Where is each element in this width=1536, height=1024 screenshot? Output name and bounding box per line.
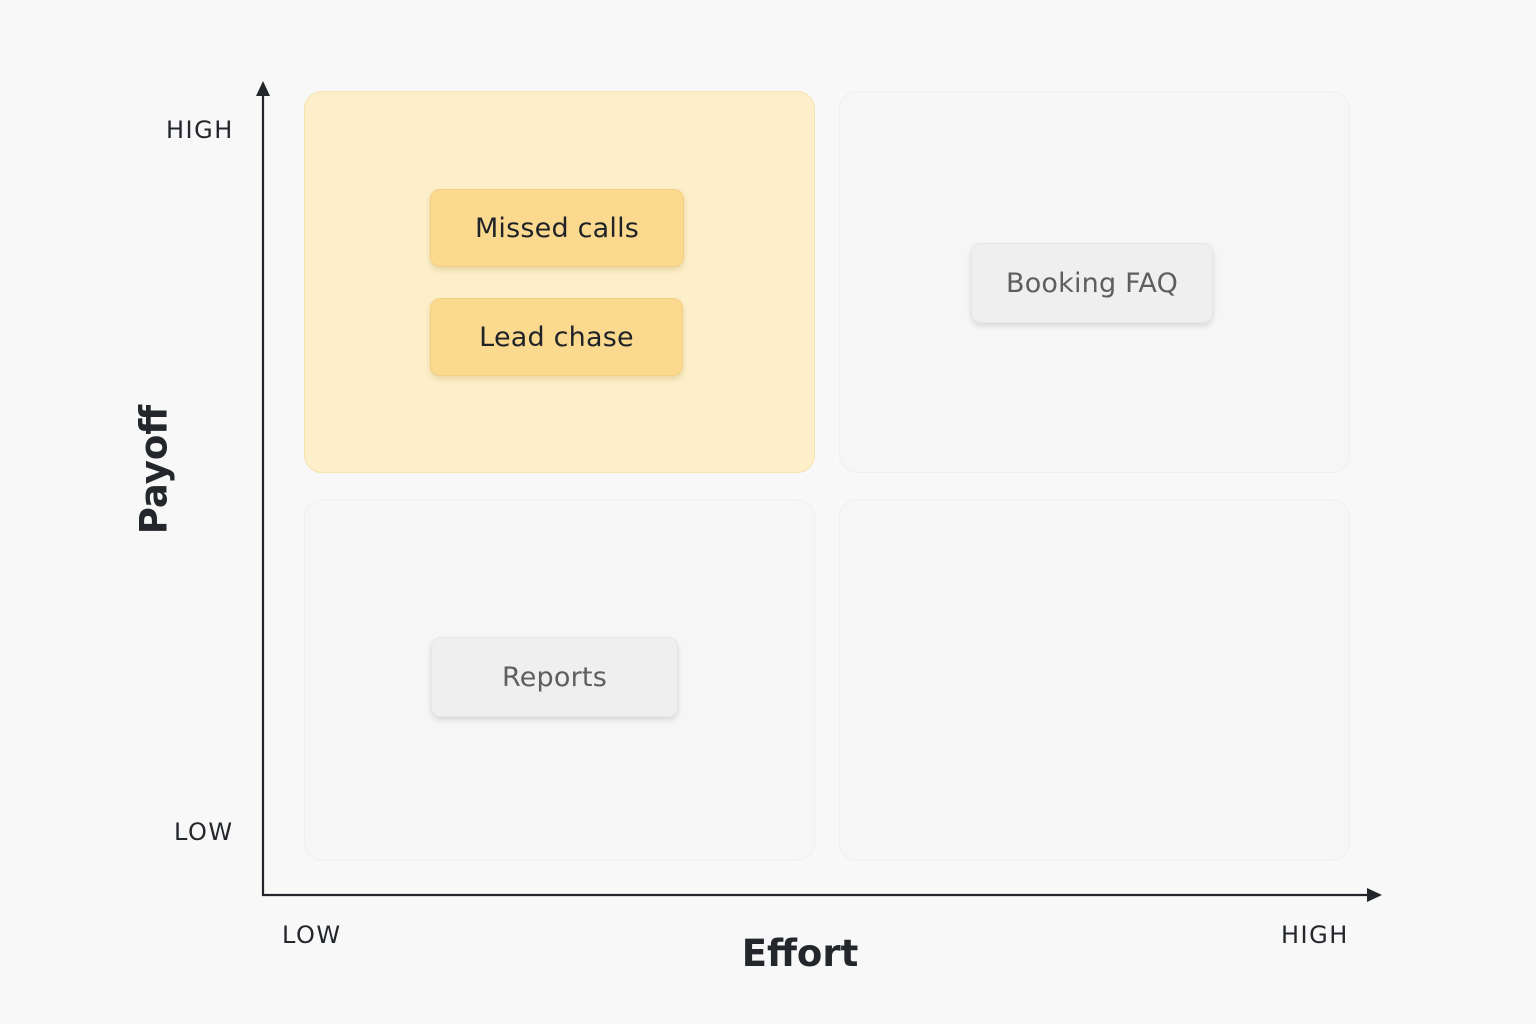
item-card-reports[interactable]: Reports	[431, 637, 678, 717]
quadrant-low-effort-high-payoff	[304, 91, 815, 473]
y-axis-low-label: LOW	[174, 818, 234, 846]
item-card-missed-calls[interactable]: Missed calls	[430, 189, 684, 267]
item-card-booking-faq[interactable]: Booking FAQ	[971, 243, 1213, 323]
x-axis-high-label: HIGH	[1281, 921, 1349, 949]
item-card-lead-chase[interactable]: Lead chase	[430, 298, 683, 376]
y-axis-high-label: HIGH	[166, 116, 234, 144]
y-axis-title: Payoff	[132, 404, 176, 535]
x-axis-arrow-icon	[1367, 888, 1382, 902]
y-axis-arrow-icon	[256, 81, 270, 96]
quadrant-high-effort-low-payoff	[839, 499, 1350, 861]
x-axis-low-label: LOW	[282, 921, 342, 949]
x-axis-title: Effort	[741, 932, 859, 975]
